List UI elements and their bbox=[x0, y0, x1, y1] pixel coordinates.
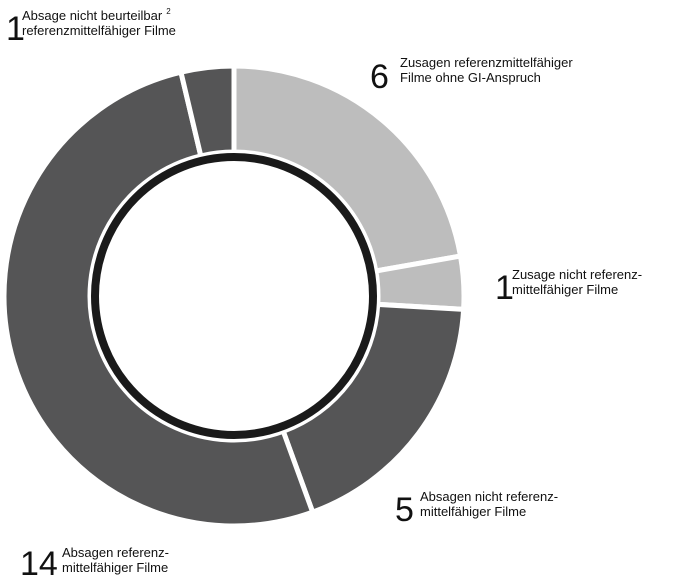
slice-label: Zusage nicht referenz- bbox=[512, 267, 642, 282]
donut-slice bbox=[177, 63, 237, 159]
donut-slice bbox=[231, 63, 464, 274]
value-label: 14 bbox=[20, 545, 58, 583]
slice-label: Zusagen referenzmittelfähiger bbox=[400, 55, 573, 70]
inner-ring bbox=[91, 153, 377, 439]
donut-slice bbox=[280, 301, 467, 516]
slice-label: mittelfähiger Filme bbox=[62, 560, 168, 575]
slice-label: Filme ohne GI-Anspruch bbox=[400, 70, 541, 85]
slice-label: Absage nicht beurteilbar bbox=[22, 8, 163, 23]
donut-slice bbox=[1, 69, 316, 529]
slice-label: mittelfähiger Filme bbox=[512, 282, 618, 297]
slice-label: referenzmittelfähiger Filme bbox=[22, 23, 176, 38]
value-label: 6 bbox=[370, 58, 389, 96]
slice-label: mittelfähiger Filme bbox=[420, 504, 526, 519]
value-label: 1 bbox=[6, 10, 25, 48]
value-label: 1 bbox=[495, 269, 514, 307]
footnote-mark: 2 bbox=[166, 7, 171, 16]
value-label: 5 bbox=[395, 491, 414, 529]
slice-label: Absagen nicht referenz- bbox=[420, 489, 558, 504]
slice-label: Absagen referenz- bbox=[62, 545, 169, 560]
